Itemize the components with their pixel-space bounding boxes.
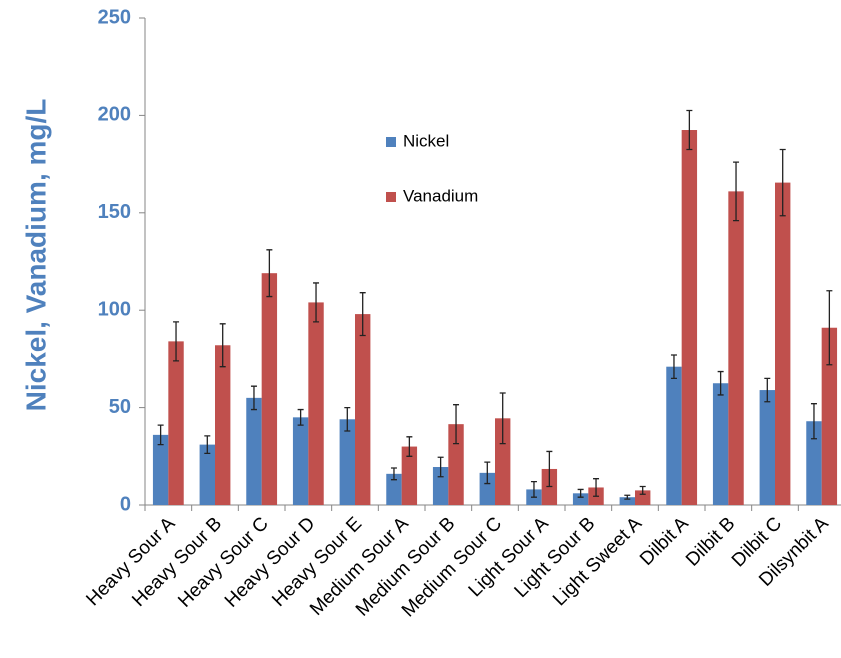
error-bar xyxy=(453,404,460,445)
error-bar xyxy=(344,406,351,432)
bar xyxy=(821,327,838,505)
x-tick-label: Dilbit B xyxy=(682,513,739,570)
error-bar xyxy=(313,282,320,323)
error-bar xyxy=(779,148,786,217)
error-bar xyxy=(593,478,600,497)
bar xyxy=(619,497,635,505)
error-bar xyxy=(204,435,211,455)
bar xyxy=(479,472,495,505)
y-tick-label: 200 xyxy=(98,104,131,126)
error-bar xyxy=(406,436,413,457)
legend-swatch xyxy=(386,137,396,147)
error-bar xyxy=(624,494,631,500)
legend-label: Nickel xyxy=(403,131,449,150)
bar xyxy=(806,421,822,505)
error-bar xyxy=(297,408,304,426)
bar xyxy=(401,446,418,505)
bar xyxy=(386,473,402,505)
bar xyxy=(495,418,511,505)
error-bar xyxy=(530,480,537,498)
bar xyxy=(292,417,309,505)
error-bar xyxy=(250,385,257,411)
y-tick-label: 100 xyxy=(98,298,131,320)
bar xyxy=(168,341,184,505)
error-bar xyxy=(173,321,180,362)
y-tick-label: 150 xyxy=(98,201,131,223)
bar xyxy=(635,490,651,505)
error-bar xyxy=(359,292,366,337)
x-tick-label: Dilbit A xyxy=(636,513,693,570)
y-tick-label: 50 xyxy=(109,396,131,418)
legend-swatch xyxy=(386,192,396,202)
error-bar xyxy=(810,403,817,440)
bar xyxy=(432,467,449,505)
bar xyxy=(339,419,355,505)
y-tick-label: 250 xyxy=(98,6,131,28)
error-bar xyxy=(437,456,444,478)
bar xyxy=(448,424,464,505)
error-bar xyxy=(686,109,693,151)
error-bar xyxy=(826,290,833,366)
bar xyxy=(199,444,215,505)
error-bar xyxy=(484,461,491,485)
bar xyxy=(355,314,371,505)
bar xyxy=(308,302,324,505)
bar xyxy=(728,191,744,505)
bar xyxy=(666,366,682,505)
bar xyxy=(261,273,278,505)
error-bar xyxy=(157,424,164,446)
error-bar xyxy=(546,450,553,488)
error-bar xyxy=(717,370,724,396)
error-bar xyxy=(266,249,273,298)
error-bar xyxy=(733,161,740,222)
bar xyxy=(572,493,589,505)
y-tick-label: 0 xyxy=(120,493,131,515)
error-bar xyxy=(390,467,397,481)
error-bar xyxy=(670,354,677,380)
error-bar xyxy=(577,488,584,498)
bar xyxy=(215,345,231,505)
bar xyxy=(759,390,775,505)
error-bar xyxy=(764,377,771,403)
error-bar xyxy=(499,392,506,445)
legend-label: Vanadium xyxy=(403,186,478,205)
y-axis-label: Nickel, Vanadium, mg/L xyxy=(20,99,51,412)
bar xyxy=(246,397,262,505)
bar xyxy=(681,130,698,505)
bar xyxy=(152,434,169,505)
error-bar xyxy=(639,485,646,495)
bar xyxy=(775,182,791,505)
bar xyxy=(712,383,729,505)
error-bar xyxy=(219,323,226,368)
